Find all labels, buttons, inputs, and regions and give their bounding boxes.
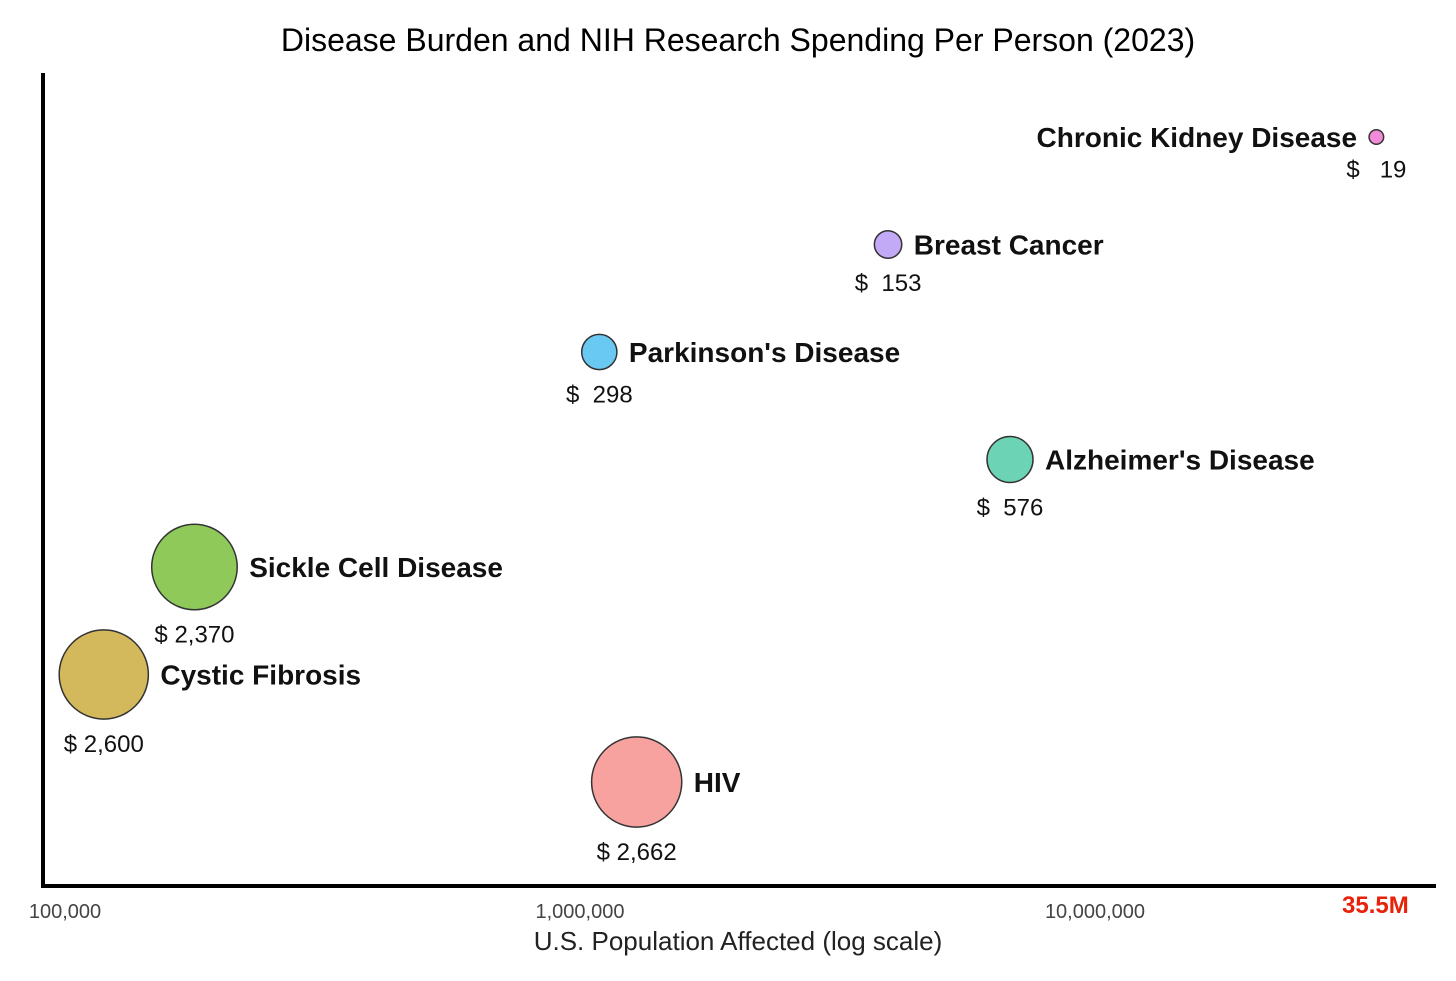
point-label: Breast Cancer	[914, 230, 1104, 261]
point-label: Alzheimer's Disease	[1045, 445, 1315, 476]
value-label: $ 19	[1346, 156, 1406, 183]
x-tick-label: 100,000	[29, 901, 101, 923]
chart-title: Disease Burden and NIH Research Spending…	[281, 22, 1195, 58]
point-label: Cystic Fibrosis	[160, 660, 361, 691]
point-label: HIV	[694, 767, 741, 798]
x-highlight-label: 35.5M	[1342, 892, 1409, 919]
data-point: HIV $ 2,662	[590, 736, 741, 866]
data-point: Sickle Cell Disease $ 2,370	[150, 523, 503, 649]
value-label: $ 2,662	[597, 839, 677, 866]
bubble-marker	[986, 435, 1034, 484]
x-axis-ticks: 100,000 1,000,000 10,000,000 35.5M	[29, 892, 1409, 923]
value-label: $ 153	[855, 270, 922, 297]
data-point: Parkinson's Disease $ 298	[566, 333, 900, 409]
bubble-marker	[150, 523, 238, 611]
bubble-marker	[590, 736, 683, 828]
point-label: Sickle Cell Disease	[249, 552, 503, 583]
point-label: Parkinson's Disease	[629, 337, 900, 368]
value-label: $ 2,370	[154, 622, 234, 649]
value-label: $ 576	[977, 495, 1044, 522]
value-label: $ 298	[566, 382, 633, 409]
data-point: Chronic Kidney Disease $ 19	[1037, 122, 1407, 183]
bubble-marker	[1368, 128, 1385, 146]
data-point: Breast Cancer $ 153	[855, 230, 1104, 298]
x-tick-label: 1,000,000	[536, 901, 625, 923]
point-label: Chronic Kidney Disease	[1037, 122, 1358, 153]
data-points: Chronic Kidney Disease $ 19 Breast Cancer $…	[58, 122, 1407, 866]
bubble-marker	[58, 629, 150, 720]
bubble-marker	[580, 333, 618, 371]
x-tick-label: 10,000,000	[1045, 901, 1145, 923]
x-axis-label: U.S. Population Affected (log scale)	[534, 926, 943, 956]
value-label: $ 2,600	[64, 731, 144, 758]
bubble-marker	[873, 230, 903, 259]
data-point: Cystic Fibrosis $ 2,600	[58, 629, 361, 758]
data-point: Alzheimer's Disease$ 576	[977, 435, 1315, 522]
